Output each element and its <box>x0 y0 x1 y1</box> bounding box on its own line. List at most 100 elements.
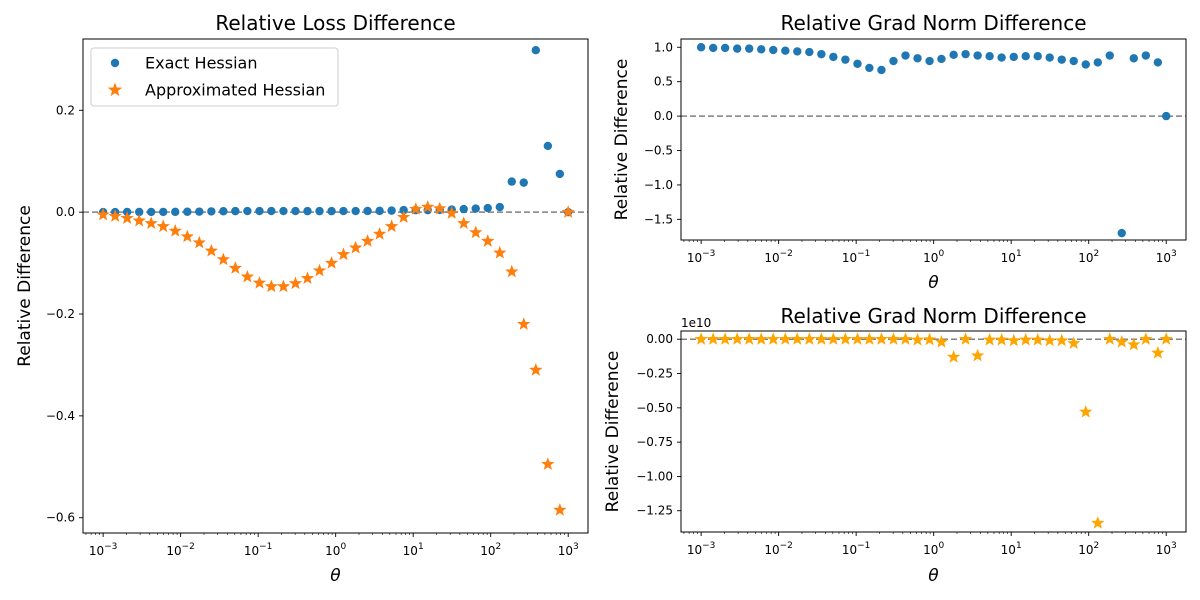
data-point <box>1129 54 1139 63</box>
x-axis-label: θ <box>330 566 341 586</box>
data-point <box>144 216 158 230</box>
y-tick-label: 0.2 <box>56 103 75 117</box>
x-tick-label: 10−3 <box>687 249 716 265</box>
data-point <box>1081 60 1090 69</box>
x-tick-label: 101 <box>403 542 424 558</box>
data-point <box>754 332 768 345</box>
data-point <box>207 207 216 216</box>
data-point <box>324 256 339 269</box>
data-point <box>192 235 206 249</box>
data-point <box>243 206 252 216</box>
data-point <box>708 43 718 53</box>
y-tick-label: 0.0 <box>654 109 673 123</box>
data-point <box>171 207 180 217</box>
data-point <box>1045 53 1054 62</box>
data-point <box>982 332 997 346</box>
data-point <box>372 227 387 240</box>
data-point <box>805 47 814 57</box>
y-tick-label: 1.0 <box>654 40 673 54</box>
y-tick-label: 0.5 <box>654 75 673 89</box>
x-tick-label: 10−2 <box>166 542 195 558</box>
data-point <box>228 261 243 274</box>
data-point <box>267 206 276 216</box>
data-point <box>348 240 363 254</box>
x-tick-label: 10−2 <box>764 249 793 265</box>
data-point <box>219 207 228 216</box>
chart-title: Relative Grad Norm Difference <box>780 11 1086 35</box>
data-point <box>793 47 802 56</box>
data-point <box>720 43 730 53</box>
series-approximated-hessian <box>694 332 1173 529</box>
data-point <box>997 53 1006 62</box>
data-point <box>937 54 946 64</box>
x-tick-label: 10−1 <box>244 542 273 558</box>
x-tick-label: 10−1 <box>842 541 871 557</box>
data-point <box>781 46 790 55</box>
chart-title: Relative Grad Norm Difference <box>780 304 1086 328</box>
data-point <box>874 332 889 345</box>
data-point <box>134 207 144 217</box>
data-point <box>553 503 567 516</box>
data-point <box>994 332 1009 346</box>
chart-loss: 10−3 10−2 10−1 100 101 102 103 −0.6 −0.4 −0.2 0.0 0… <box>15 11 589 586</box>
legend-label: Exact Hessian <box>145 54 257 73</box>
legend-marker <box>107 82 123 97</box>
data-point <box>471 204 480 213</box>
x-tick-label: 101 <box>1001 249 1022 265</box>
x-tick-label: 103 <box>558 542 579 558</box>
data-point <box>802 332 817 345</box>
data-point <box>336 247 351 261</box>
data-point <box>829 52 838 62</box>
series-exact-hessian <box>98 46 573 217</box>
data-point <box>375 206 384 216</box>
data-point <box>483 203 492 213</box>
chart-grad_approx: 10−3 10−2 10−1 100 101 102 103 −1.25 −1.00 −0.75 −… <box>603 304 1187 586</box>
series-exact-hessian <box>696 43 1171 238</box>
data-point <box>898 332 913 345</box>
data-point <box>744 44 754 53</box>
data-point <box>790 332 804 345</box>
series-approximated-hessian <box>96 200 575 516</box>
y-tick-label: −0.25 <box>636 367 673 381</box>
y-offset-label: 1e10 <box>681 316 711 330</box>
x-tick-label: 101 <box>1001 541 1022 557</box>
data-point <box>240 269 255 283</box>
data-point <box>732 44 742 53</box>
data-point <box>541 457 555 470</box>
data-point <box>288 276 303 290</box>
data-point <box>1043 333 1057 347</box>
data-point <box>276 279 291 293</box>
y-tick-label: −0.75 <box>636 435 673 449</box>
y-tick-label: −1.00 <box>636 469 673 483</box>
y-tick-label: 0.00 <box>646 332 673 346</box>
data-point <box>1127 337 1141 351</box>
data-point <box>1055 333 1069 347</box>
data-point <box>315 206 324 216</box>
y-tick-label: −0.5 <box>644 144 673 158</box>
x-tick-label: 100 <box>325 542 346 558</box>
data-point <box>1162 111 1171 121</box>
data-point <box>517 317 531 330</box>
data-point <box>973 51 982 60</box>
data-point <box>469 225 483 239</box>
data-point <box>409 202 423 215</box>
data-point <box>387 206 396 215</box>
data-point <box>877 65 886 75</box>
x-tick-label: 100 <box>923 541 944 557</box>
y-axis-label: Relative Difference <box>603 351 623 513</box>
data-point <box>730 332 744 345</box>
data-point <box>970 348 985 362</box>
data-point <box>519 178 528 187</box>
data-point <box>291 206 300 216</box>
data-point <box>1115 334 1129 348</box>
data-point <box>363 206 372 216</box>
data-point <box>913 54 922 63</box>
legend: Exact Hessian Approximated Hessian <box>90 47 339 107</box>
legend-box <box>90 47 339 107</box>
data-point <box>96 207 110 221</box>
data-point <box>1159 332 1173 345</box>
data-point <box>718 332 732 345</box>
data-point <box>778 332 792 345</box>
x-tick-label: 102 <box>480 542 501 558</box>
data-point <box>853 59 862 68</box>
